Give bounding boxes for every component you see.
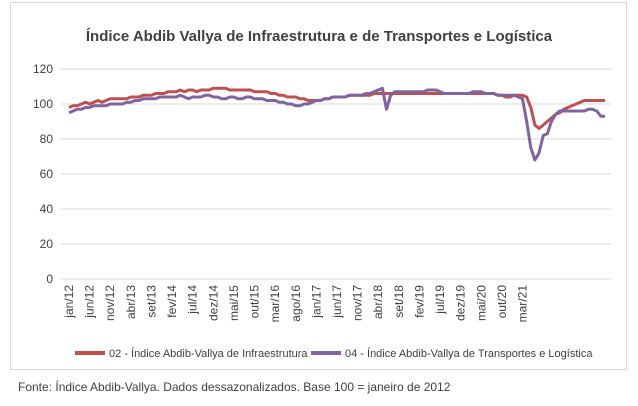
gridlines <box>61 68 611 280</box>
x-tick-label: jun/17 <box>330 285 344 319</box>
series-lines <box>68 86 605 162</box>
x-tick-label: jul/19 <box>433 285 447 315</box>
y-tick-label: 100 <box>33 97 53 111</box>
x-tick-label: out/20 <box>495 285 509 319</box>
x-tick-label: fev/14 <box>165 285 179 318</box>
x-tick-label: dez/19 <box>454 285 468 321</box>
x-tick-label: nov/12 <box>103 285 117 321</box>
footnote: Fonte: Índice Abdib-Vallya. Dados dessaz… <box>18 380 451 394</box>
y-tick-label: 60 <box>40 167 54 181</box>
x-tick-label: mar/16 <box>268 285 282 323</box>
legend-label-2: 04 - Índice Abdib-Vallya de Transportes … <box>345 347 593 360</box>
x-tick-label: jan/12 <box>62 285 76 319</box>
x-tick-label: jan/17 <box>309 285 323 319</box>
y-axis-labels: 0 20 40 60 80 100 120 <box>33 62 53 286</box>
x-tick-label: dez/14 <box>206 285 220 321</box>
x-tick-label: jun/12 <box>83 285 97 319</box>
y-tick-label: 40 <box>40 202 54 216</box>
x-tick-label: nov/17 <box>351 285 365 321</box>
x-tick-label: out/15 <box>248 285 262 319</box>
x-tick-label: set/13 <box>144 285 158 318</box>
y-tick-label: 20 <box>40 237 54 251</box>
chart-title: Índice Abdib Vallya de Infraestrutura e … <box>86 28 553 45</box>
x-tick-label: jul/14 <box>186 285 200 315</box>
x-tick-label: mai/20 <box>474 285 488 321</box>
x-axis-labels: jan/12 jun/12 nov/12 abr/13 set/13 fev/14 jul/… <box>62 285 530 323</box>
chart-frame: Índice Abdib Vallya de Infraestrutura e … <box>10 2 627 370</box>
x-tick-label: mar/21 <box>516 285 530 323</box>
y-tick-label: 120 <box>33 62 53 76</box>
legend: 02 - Índice Abdib-Vallya de Infraestrutu… <box>75 347 593 360</box>
x-tick-label: fev/19 <box>412 285 426 318</box>
x-tick-label: ago/16 <box>289 285 303 322</box>
x-tick-label: abr/13 <box>124 285 138 319</box>
x-tick-label: mai/15 <box>227 285 241 321</box>
y-tick-label: 80 <box>40 132 54 146</box>
series-line-2 <box>68 86 605 162</box>
legend-label-1: 02 - Índice Abdib-Vallya de Infraestrutu… <box>109 347 308 360</box>
line-chart: Índice Abdib Vallya de Infraestrutura e … <box>33 28 611 360</box>
x-tick-label: abr/18 <box>371 285 385 319</box>
x-tick-label: set/18 <box>392 285 406 318</box>
y-tick-label: 0 <box>46 272 53 286</box>
